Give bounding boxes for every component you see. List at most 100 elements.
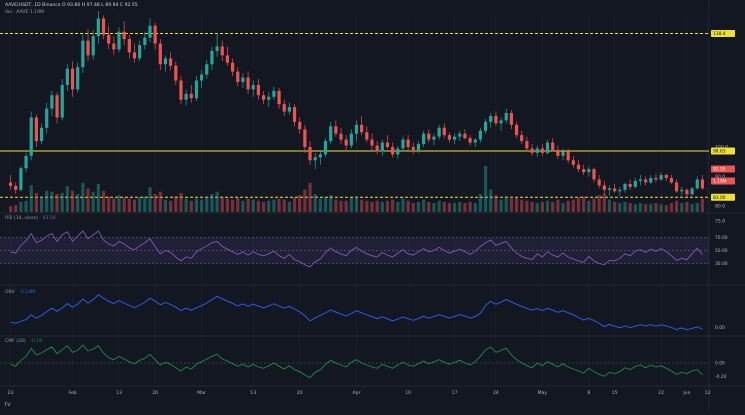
- candle-body: [19, 168, 23, 190]
- volume-bar: [602, 194, 606, 212]
- volume-bar: [91, 191, 95, 212]
- volume-bar: [205, 196, 209, 212]
- volume-bar: [473, 203, 477, 212]
- candle-body: [148, 25, 152, 38]
- candle-body: [396, 148, 400, 155]
- time-tick-label: Jun: [682, 390, 690, 396]
- candle-body: [566, 151, 570, 161]
- candle-body: [385, 142, 390, 147]
- candle-body: [303, 129, 307, 147]
- symbol-header[interactable]: AAVE/USDT, 1D Binance O 93.86 H 97.48 L …: [5, 3, 141, 8]
- candle-body: [675, 182, 679, 192]
- volume-bar: [101, 190, 106, 212]
- rsi-label[interactable]: RSI (14, close) 43.56: [5, 216, 56, 221]
- volume-bar: [267, 200, 271, 212]
- volume-bar: [561, 203, 565, 212]
- volume-bar: [189, 200, 193, 212]
- obv-label[interactable]: OBV -5.14M: [5, 290, 35, 295]
- candle-body: [339, 133, 343, 140]
- candle-body: [65, 68, 69, 85]
- price-tag: [711, 30, 735, 38]
- candle-body: [163, 58, 168, 65]
- candle-body: [391, 146, 395, 155]
- volume-bar: [680, 203, 684, 212]
- volume-bar: [14, 205, 18, 212]
- volume-bar: [690, 204, 694, 212]
- price-tick-label: 100.0: [715, 144, 728, 150]
- volume-bar: [468, 201, 472, 212]
- candle-body: [158, 43, 162, 65]
- volume-bar: [112, 198, 116, 212]
- volume-bar: [76, 194, 80, 212]
- price-tag: [711, 193, 735, 201]
- candle-body: [230, 62, 235, 72]
- candle-body: [215, 46, 219, 51]
- volume-header[interactable]: Vol · AAVE 1.19M: [5, 10, 47, 15]
- candle-body: [613, 188, 617, 192]
- time-tick-label: 17: [452, 390, 458, 396]
- volume-bar: [220, 197, 224, 212]
- candle-body: [489, 115, 493, 122]
- volume-bar: [138, 197, 142, 212]
- cmf-label[interactable]: CMF (20) -0.18: [5, 339, 42, 344]
- candle-body: [633, 180, 637, 187]
- volume-bar: [504, 196, 508, 212]
- cmf-tick-label: 0.00: [715, 361, 725, 367]
- volume-bar: [669, 203, 674, 212]
- price-axis[interactable]: 100.0 90.0 80.0 75.0 138.4 98.63 92.55 1.19M 83.…: [711, 30, 735, 380]
- candle-body: [86, 40, 90, 56]
- candle-body: [272, 90, 276, 97]
- volume-bar: [287, 201, 291, 212]
- candle-body: [690, 188, 694, 195]
- candle-body: [587, 169, 591, 173]
- candle-body: [602, 185, 606, 190]
- volume-bar: [514, 197, 519, 212]
- candle-body: [132, 52, 137, 59]
- candle-body: [623, 183, 627, 190]
- tradingview-logo[interactable]: TV: [4, 403, 11, 408]
- candle-body: [117, 31, 121, 50]
- rsi-pane: [0, 230, 709, 268]
- volume-bar: [241, 200, 245, 212]
- candle-body: [685, 189, 689, 195]
- volume-bar: [8, 206, 13, 212]
- candle-body: [437, 127, 441, 137]
- volume-bar: [81, 182, 85, 212]
- candle-body: [153, 25, 157, 44]
- candle-body: [592, 169, 596, 180]
- volume-bar: [597, 195, 601, 212]
- volume-bar: [695, 203, 699, 212]
- candle-body: [432, 136, 436, 140]
- candle-body: [380, 142, 384, 152]
- candle-body: [483, 121, 488, 131]
- time-tick-label: 8: [587, 390, 590, 396]
- candles: [8, 11, 705, 198]
- candle-body: [659, 175, 663, 180]
- volume-bar: [313, 194, 317, 212]
- volume-bar: [127, 198, 131, 212]
- volume-bar: [298, 195, 302, 212]
- candle-body: [236, 71, 240, 82]
- volume-bar: [494, 195, 498, 212]
- obv-line: [10, 294, 703, 331]
- volume-bar: [452, 203, 457, 212]
- candle-body: [680, 189, 684, 192]
- candle-body: [127, 39, 131, 53]
- candle-body: [282, 104, 286, 112]
- time-tick-label: 13: [116, 390, 122, 396]
- candle-body: [401, 139, 405, 149]
- rsi-tick-label: 50.00: [715, 248, 728, 254]
- candle-body: [256, 84, 261, 96]
- candle-body: [298, 121, 302, 130]
- candle-body: [91, 36, 95, 56]
- volume-bar: [556, 199, 560, 212]
- volume-bar: [158, 191, 162, 212]
- candle-body: [375, 145, 379, 152]
- volume-bar: [535, 203, 539, 212]
- volume-bar: [282, 199, 286, 212]
- time-axis[interactable]: 23 Feb 13 20 Mar 13 20 Apr 10 17 24 May 8 15 22 Jun 12: [8, 390, 711, 396]
- candle-body: [576, 164, 581, 170]
- volume-bar: [344, 200, 348, 212]
